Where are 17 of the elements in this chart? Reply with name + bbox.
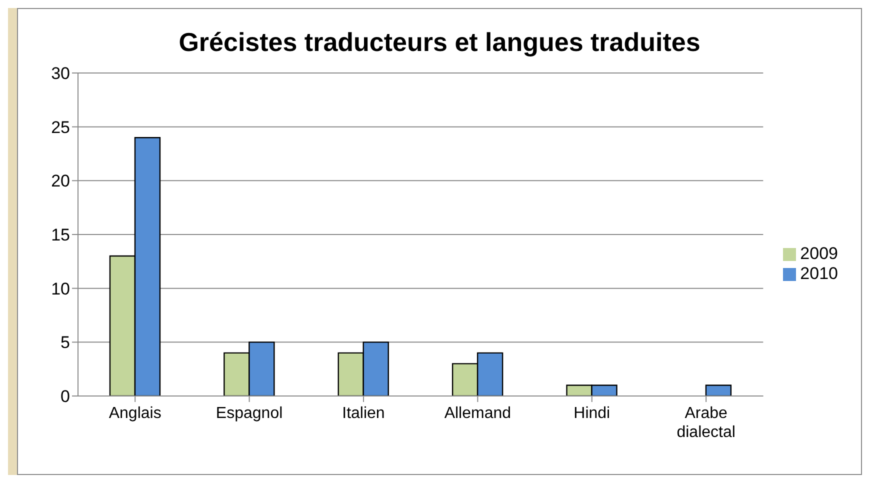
y-tick-label: 25 bbox=[51, 118, 70, 137]
bar bbox=[705, 384, 732, 396]
x-tick-label: Espagnol bbox=[216, 405, 283, 422]
y-tick-label: 20 bbox=[51, 172, 70, 191]
x-tick-label: Anglais bbox=[108, 405, 162, 422]
y-tick-label: 0 bbox=[60, 387, 70, 406]
x-tick-label: Hindi bbox=[574, 405, 610, 422]
x-tick-label: Allemand bbox=[444, 405, 512, 422]
x-tick-label: Italien bbox=[342, 405, 385, 422]
legend-label: 2010 bbox=[800, 264, 838, 282]
legend-label: 2009 bbox=[800, 244, 838, 262]
x-tick-label: Arabe dialectal bbox=[676, 405, 736, 441]
y-tick-label: 15 bbox=[51, 226, 70, 245]
y-tick-label: 30 bbox=[51, 64, 70, 84]
y-tick-label: 10 bbox=[51, 279, 70, 298]
y-tick-label: 5 bbox=[60, 333, 70, 352]
chart-title: Grécistes traducteurs et langues traduites bbox=[178, 27, 702, 59]
